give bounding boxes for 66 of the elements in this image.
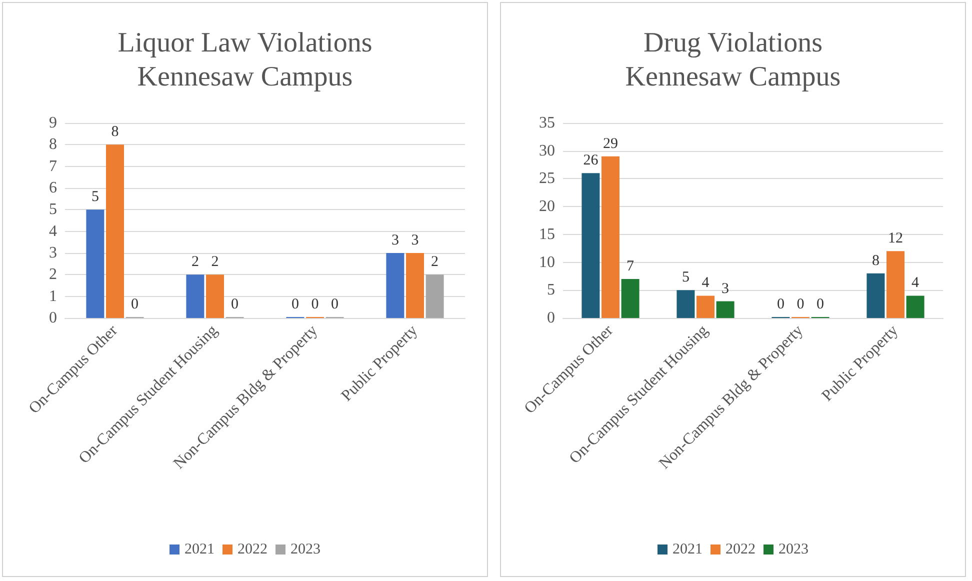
bar (426, 274, 444, 318)
data-label: 3 (722, 280, 730, 297)
legend-label: 2021 (672, 542, 702, 558)
data-label: 8 (872, 252, 880, 269)
data-label: 0 (331, 296, 339, 312)
data-label: 5 (682, 270, 690, 286)
legend-label: 2022 (726, 542, 756, 558)
y-tick-label: 15 (539, 226, 555, 243)
data-label: 0 (776, 296, 784, 312)
y-tick-label: 0 (547, 310, 555, 326)
bar (886, 251, 904, 318)
bar (106, 144, 124, 318)
data-label: 12 (888, 230, 903, 247)
data-label: 26 (583, 152, 599, 169)
chart-title: Drug Violations Kennesaw Campus (625, 28, 841, 92)
data-label: 29 (603, 136, 618, 152)
data-label: 0 (796, 296, 804, 312)
y-tick-label: 4 (49, 222, 57, 240)
bar (716, 301, 734, 318)
y-tick-label: 7 (49, 158, 57, 175)
chart-title: Liquor Law Violations Kennesaw Campus (118, 28, 372, 92)
legend-label: 2021 (184, 542, 214, 558)
data-label: 0 (816, 296, 824, 312)
data-label: 0 (311, 296, 319, 312)
y-tick-label: 2 (49, 266, 57, 284)
data-label: 8 (111, 124, 119, 140)
bar (602, 156, 620, 318)
data-label: 4 (912, 275, 920, 292)
y-tick-label: 20 (539, 198, 555, 216)
y-tick-label: 9 (49, 114, 57, 132)
data-label: 4 (702, 275, 710, 292)
y-tick-label: 25 (539, 170, 555, 188)
data-label: 3 (391, 232, 399, 248)
bar (621, 279, 640, 318)
data-label: 0 (231, 296, 239, 312)
bar (582, 173, 600, 318)
data-label: 2 (211, 254, 219, 270)
bar (906, 296, 924, 318)
y-tick-label: 0 (49, 310, 57, 326)
y-tick-label: 5 (547, 282, 555, 299)
y-tick-label: 8 (49, 136, 57, 154)
y-tick-label: 10 (539, 254, 555, 271)
legend-label: 2022 (238, 542, 268, 558)
legend-label: 2023 (290, 542, 320, 558)
bar (86, 210, 104, 318)
y-tick-label: 6 (49, 180, 57, 196)
y-tick-label: 3 (49, 244, 57, 262)
data-label: 2 (191, 254, 199, 270)
data-label: 3 (411, 232, 419, 248)
data-label: 0 (131, 296, 139, 312)
legend-label: 2023 (778, 542, 808, 558)
data-label: 7 (626, 258, 635, 274)
y-tick-label: 1 (49, 288, 57, 305)
bar (186, 274, 204, 318)
bar (866, 273, 885, 318)
y-tick-label: 35 (539, 114, 555, 132)
y-tick-label: 30 (539, 142, 555, 160)
bar (696, 296, 714, 318)
bar (676, 290, 695, 318)
y-tick-label: 5 (49, 201, 57, 218)
bar (406, 253, 424, 318)
bar (206, 274, 224, 318)
data-label: 2 (431, 254, 439, 270)
data-label: 0 (291, 296, 299, 312)
bar (386, 253, 404, 318)
data-label: 5 (91, 189, 99, 206)
